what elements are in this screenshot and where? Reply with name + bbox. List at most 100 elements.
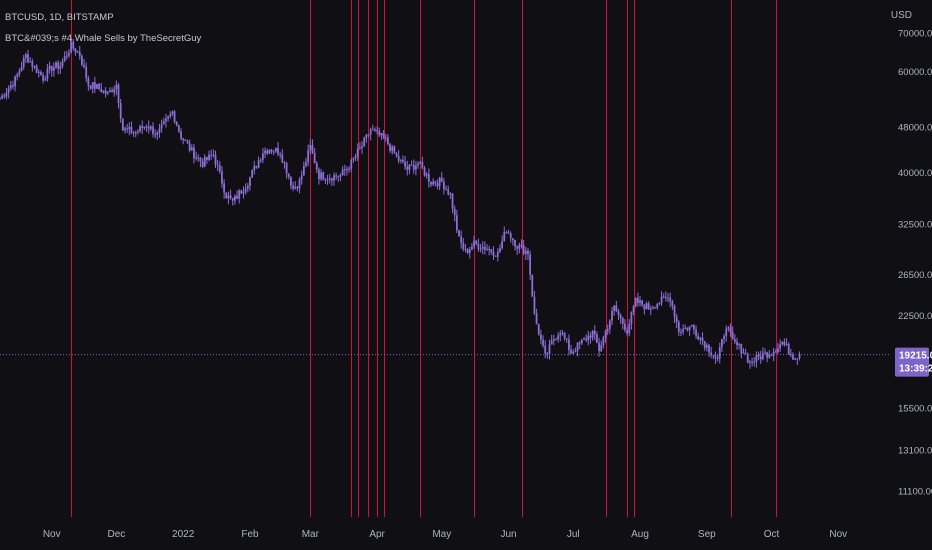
candle-body [544, 345, 547, 354]
candle-body [162, 121, 165, 125]
candle-body [249, 177, 251, 187]
candle-body [596, 334, 598, 344]
candle-body [677, 322, 680, 332]
candle-body [287, 173, 290, 177]
candle-body [552, 339, 555, 341]
indicator-legend[interactable]: BTC&#039;s #4 Whale Sells by TheSecretGu… [5, 33, 202, 44]
price-tick-label: 26500.00 [898, 270, 932, 281]
candle-body [568, 339, 570, 350]
candle-body [561, 332, 564, 334]
time-tick-label: Dec [107, 529, 125, 540]
candle-body [363, 137, 366, 147]
candle-body [529, 254, 532, 275]
candle-body [195, 157, 198, 159]
candle-body [309, 145, 312, 151]
candle-body [240, 190, 243, 194]
candle-body [406, 166, 409, 170]
candle-body [59, 66, 62, 69]
candle-body [475, 240, 478, 244]
candle-body [91, 82, 94, 89]
candle-body [496, 251, 499, 257]
candle-body [203, 157, 206, 167]
candle-body [578, 342, 581, 344]
candle-body [305, 162, 307, 166]
candle-body [152, 126, 154, 134]
candle-body [591, 330, 594, 338]
candle-body [154, 133, 157, 135]
candle-body [570, 349, 572, 354]
candle-body [447, 189, 450, 195]
candle-body [18, 70, 21, 75]
candle-body [755, 354, 758, 362]
candle-body [445, 189, 447, 191]
candle-body [611, 310, 613, 321]
candle-body [580, 339, 583, 344]
candle-body [130, 126, 133, 133]
candle-body [451, 193, 454, 209]
candle-body [337, 176, 340, 178]
candle-body [300, 175, 303, 180]
candle-body [343, 169, 346, 171]
candle-body [479, 248, 482, 250]
candle-body [188, 143, 191, 151]
candle-body [415, 165, 417, 170]
candle-body [121, 118, 124, 131]
candle-body [65, 55, 68, 57]
candle-body [613, 305, 616, 311]
candle-body [40, 72, 42, 76]
candle-body [147, 126, 150, 129]
candle-body [697, 335, 700, 340]
candle-body [76, 51, 79, 53]
last-price-label: 19215.00 [899, 351, 932, 362]
candle-body [61, 61, 64, 67]
candle-body [486, 248, 488, 250]
candle-body [80, 55, 83, 65]
candle-body [87, 78, 90, 86]
candle-body [708, 345, 710, 353]
candle-body [307, 150, 310, 163]
candle-body [44, 79, 47, 81]
candle-body [770, 355, 773, 357]
time-axis[interactable]: Nov Dec 2022 Feb Mar Apr May Jun Jul Aug Sep Oct Nov [43, 529, 847, 540]
candle-body [643, 305, 646, 310]
price-axis[interactable]: 11100.00 13100.00 15500.00 22500.00 26500.00… [898, 29, 932, 498]
symbol-legend[interactable]: BTCUSD, 1D, BITSTAMP [5, 12, 114, 23]
candle-body [533, 296, 536, 314]
candle-body [757, 354, 760, 357]
candle-body [736, 341, 738, 346]
candle-body [587, 335, 590, 341]
candle-body [483, 246, 486, 250]
candle-body [397, 155, 400, 161]
candle-body [473, 240, 475, 247]
candle-body [57, 62, 60, 69]
candle-body [576, 342, 579, 352]
candle-body [227, 195, 230, 199]
candle-body [749, 361, 751, 363]
candle-body [134, 132, 137, 134]
candle-body [378, 130, 381, 136]
candle-body [781, 341, 784, 345]
candle-body [725, 328, 728, 337]
candle-body [78, 51, 81, 56]
candle-body [783, 341, 786, 345]
candle-body [733, 339, 736, 342]
candle-body [294, 186, 297, 189]
candle-body [680, 331, 682, 333]
candle-body [106, 91, 109, 94]
candle-body [145, 126, 148, 128]
time-tick-label: Jul [567, 529, 580, 540]
candle-body [358, 147, 361, 150]
candle-body [505, 232, 508, 234]
candle-body [96, 84, 98, 89]
candle-body [1, 95, 4, 99]
candle-body [315, 163, 318, 170]
candle-body [111, 90, 113, 93]
candle-body [501, 241, 504, 249]
candle-body [652, 307, 654, 309]
candle-body [688, 326, 691, 331]
candle-body [789, 354, 792, 356]
candle-body [796, 358, 799, 360]
candle-body [126, 128, 129, 130]
candle-body [684, 327, 687, 329]
